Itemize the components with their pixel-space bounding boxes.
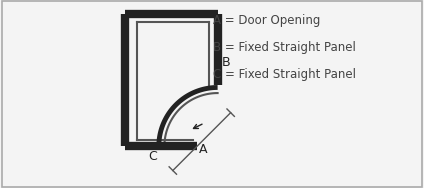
Text: C: C [148, 150, 156, 163]
Text: C = Fixed Straight Panel: C = Fixed Straight Panel [213, 68, 356, 81]
Text: B = Fixed Straight Panel: B = Fixed Straight Panel [213, 41, 356, 54]
Text: A = Door Opening: A = Door Opening [213, 14, 320, 27]
Text: A: A [198, 143, 207, 156]
Text: B: B [221, 56, 230, 69]
